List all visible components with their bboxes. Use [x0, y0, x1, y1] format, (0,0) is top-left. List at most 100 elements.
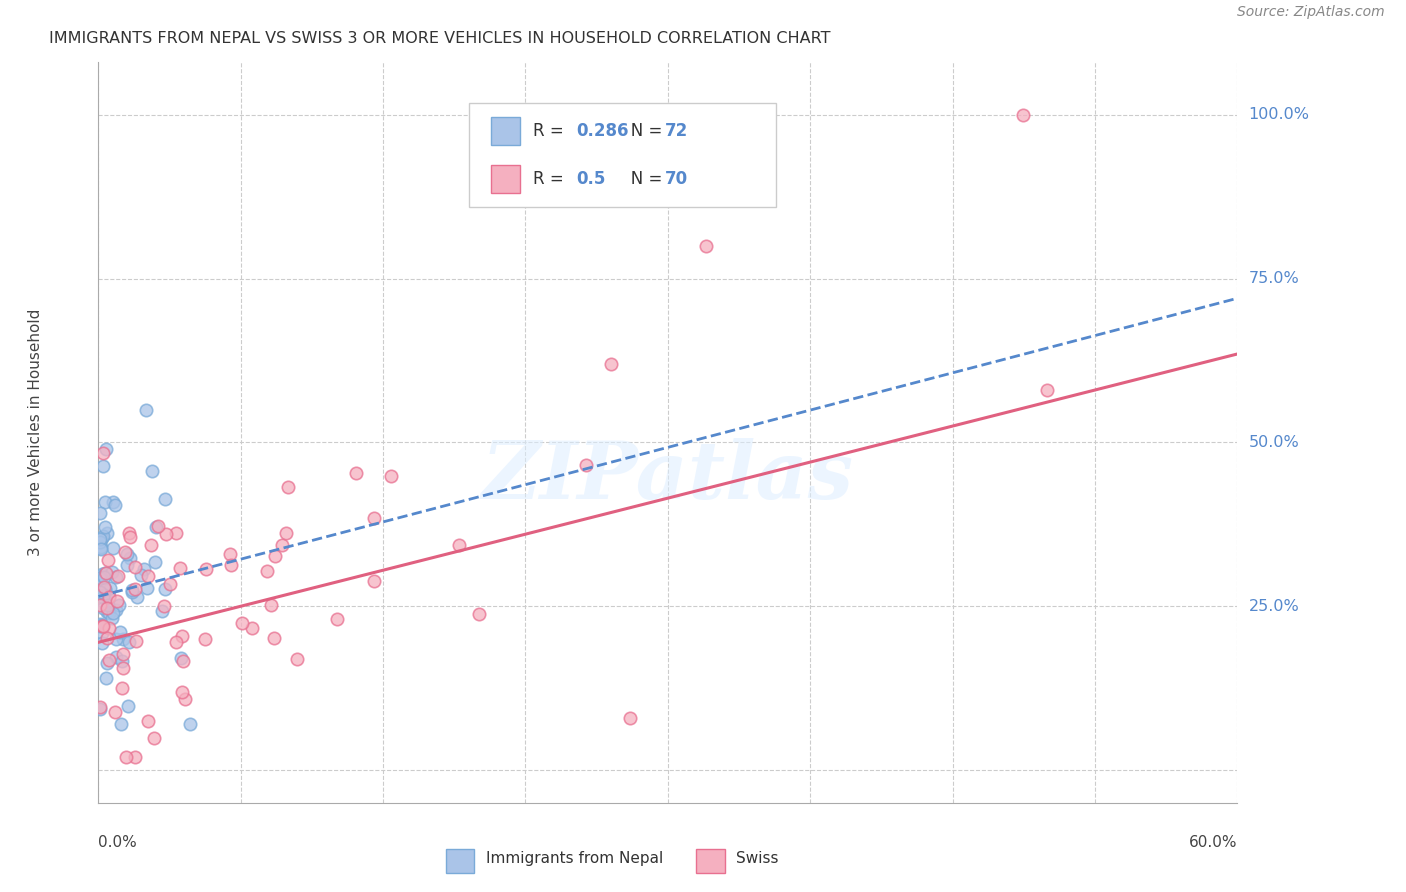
Point: [111, 654, 134, 668]
Point: [104, 570, 127, 584]
Point: [136, 714, 159, 728]
FancyBboxPatch shape: [696, 849, 725, 873]
Point: [263, 631, 285, 645]
Point: [90, 569, 112, 583]
FancyBboxPatch shape: [491, 117, 520, 145]
Point: [112, 660, 135, 674]
Point: [107, 569, 129, 583]
Point: [89, 541, 111, 555]
Point: [97, 590, 120, 604]
Point: [114, 545, 136, 559]
Point: [104, 603, 127, 617]
Text: 60.0%: 60.0%: [1189, 835, 1237, 850]
Point: [139, 538, 162, 552]
Point: [104, 706, 127, 720]
Point: [105, 594, 128, 608]
Point: [172, 629, 194, 643]
Point: [276, 526, 298, 541]
Point: [124, 750, 146, 764]
Point: [363, 510, 385, 524]
Point: [94, 582, 117, 596]
Point: [165, 635, 187, 649]
Point: [271, 538, 294, 552]
Point: [91, 567, 114, 582]
Point: [118, 550, 141, 565]
Point: [159, 577, 181, 591]
Point: [89, 617, 111, 632]
Point: [1011, 108, 1033, 122]
Point: [169, 561, 191, 575]
Point: [101, 495, 124, 509]
Text: Immigrants from Nepal: Immigrants from Nepal: [485, 851, 662, 866]
Point: [231, 615, 253, 630]
Point: [110, 625, 132, 640]
Point: [89, 571, 111, 585]
Point: [121, 582, 143, 597]
Text: N =: N =: [616, 170, 668, 188]
Point: [143, 555, 166, 569]
Point: [93, 445, 115, 459]
Point: [90, 540, 112, 554]
Point: [218, 547, 240, 561]
Text: 50.0%: 50.0%: [1249, 435, 1299, 450]
Point: [447, 538, 470, 552]
Point: [380, 469, 402, 483]
Point: [91, 618, 114, 632]
Point: [94, 442, 117, 457]
Point: [89, 700, 111, 714]
Point: [101, 565, 124, 579]
Point: [132, 562, 155, 576]
Point: [98, 581, 121, 595]
Point: [91, 619, 114, 633]
Point: [94, 582, 117, 597]
Text: 70: 70: [665, 170, 688, 188]
Point: [93, 520, 115, 534]
Point: [89, 619, 111, 633]
Point: [142, 731, 165, 746]
Point: [165, 526, 187, 541]
Point: [90, 541, 112, 556]
Point: [94, 671, 117, 685]
Point: [104, 498, 127, 512]
FancyBboxPatch shape: [446, 849, 474, 873]
Point: [89, 702, 111, 716]
Point: [91, 590, 114, 604]
Point: [93, 588, 115, 602]
Point: [118, 525, 141, 540]
Point: [96, 605, 118, 619]
Point: [1036, 383, 1059, 397]
Text: 75.0%: 75.0%: [1249, 271, 1299, 286]
FancyBboxPatch shape: [468, 103, 776, 207]
Point: [129, 568, 152, 582]
Point: [90, 531, 112, 545]
Point: [195, 562, 218, 576]
Point: [98, 589, 121, 603]
Point: [96, 631, 118, 645]
Text: 25.0%: 25.0%: [1249, 599, 1299, 614]
Point: [104, 650, 127, 665]
Point: [125, 634, 148, 648]
Point: [91, 626, 114, 640]
Point: [94, 495, 117, 509]
Point: [98, 621, 121, 635]
Point: [91, 459, 114, 474]
Point: [89, 532, 111, 546]
Point: [363, 574, 385, 589]
Point: [219, 558, 242, 572]
Point: [89, 506, 111, 520]
Text: N =: N =: [616, 122, 668, 140]
Point: [135, 581, 157, 595]
Point: [287, 652, 309, 666]
Point: [575, 458, 598, 472]
Point: [153, 491, 176, 506]
Point: [98, 606, 121, 620]
Point: [91, 529, 114, 543]
Point: [153, 582, 176, 596]
Point: [619, 711, 641, 725]
Point: [277, 479, 299, 493]
Text: R =: R =: [533, 122, 569, 140]
Text: Swiss: Swiss: [737, 851, 779, 866]
Text: 72: 72: [665, 122, 688, 140]
Point: [93, 570, 115, 584]
Point: [136, 569, 159, 583]
